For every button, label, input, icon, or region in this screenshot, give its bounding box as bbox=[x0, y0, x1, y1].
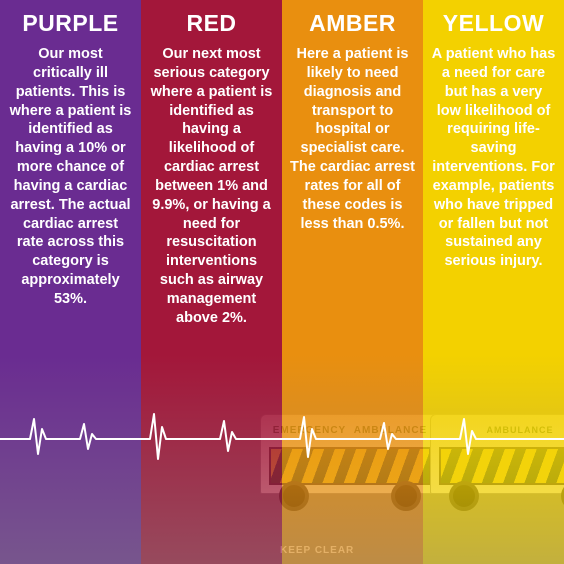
column-body: Our most critically ill patients. This i… bbox=[6, 45, 135, 309]
triage-column-purple: PURPLE Our most critically ill patients. … bbox=[0, 0, 141, 564]
triage-column-amber: AMBER Here a patient is likely to need di… bbox=[282, 0, 423, 564]
column-body: Here a patient is likely to need diagnos… bbox=[288, 45, 417, 233]
column-title: RED bbox=[147, 10, 276, 37]
triage-column-red: RED Our next most serious category where … bbox=[141, 0, 282, 564]
column-body: A patient who has a need for care but ha… bbox=[429, 45, 558, 271]
column-title: YELLOW bbox=[429, 10, 558, 37]
column-title: AMBER bbox=[288, 10, 417, 37]
column-title: PURPLE bbox=[6, 10, 135, 37]
triage-column-yellow: YELLOW A patient who has a need for care … bbox=[423, 0, 564, 564]
column-body: Our next most serious category where a p… bbox=[147, 45, 276, 328]
triage-columns-container: PURPLE Our most critically ill patients. … bbox=[0, 0, 564, 564]
